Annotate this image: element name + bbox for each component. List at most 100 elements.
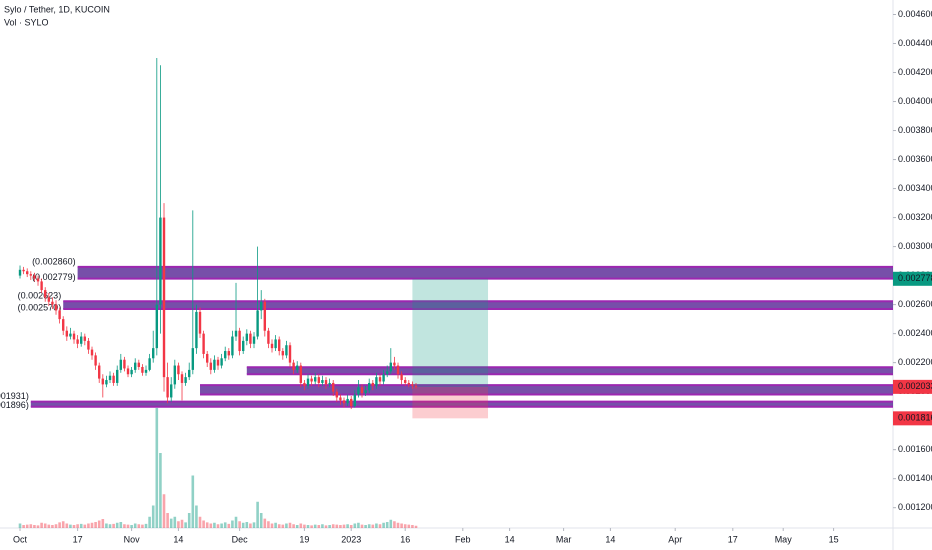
candle-body: [310, 378, 313, 382]
candle-body: [116, 369, 119, 383]
candle-body: [328, 382, 331, 385]
volume-bar: [313, 524, 317, 528]
y-tick-label: 0.003000: [898, 241, 932, 251]
volume-bar: [25, 524, 29, 528]
volume-bar: [411, 525, 414, 528]
volume-bar: [346, 524, 349, 528]
volume-bar: [119, 522, 123, 528]
candle-body: [364, 390, 367, 394]
candle-body: [98, 365, 101, 379]
zone-label: (0.001896): [0, 400, 29, 410]
x-tick-label: Dec: [232, 534, 249, 544]
volume-bar: [220, 523, 223, 528]
volume-bar: [148, 516, 151, 528]
candle-body: [180, 374, 184, 383]
volume-bar: [105, 523, 108, 528]
volume-bar: [22, 525, 25, 528]
candle-body: [58, 310, 61, 320]
candle-body: [152, 348, 155, 359]
x-tick-label: 16: [400, 534, 410, 544]
candle-body: [22, 269, 25, 272]
volume-bar: [342, 524, 346, 528]
volume-bar: [263, 518, 267, 528]
volume-bar: [90, 522, 94, 528]
candle-body: [339, 397, 342, 401]
candle-body: [227, 351, 231, 356]
candle-body: [393, 362, 396, 366]
volume-bar: [238, 521, 241, 528]
x-tick-label: 14: [173, 534, 183, 544]
zone-fill: [30, 401, 894, 407]
volume-bar: [94, 522, 97, 528]
chart-title: Sylo / Tether, 1D, KUCOIN: [4, 4, 110, 14]
candle-body: [224, 351, 227, 359]
candle-body: [260, 301, 263, 311]
volume-bar: [162, 494, 166, 528]
x-tick-label: Oct: [13, 534, 28, 544]
volume-bar: [18, 523, 22, 528]
candle-body: [94, 355, 97, 366]
volume-bar: [371, 524, 375, 528]
volume-bar: [191, 475, 195, 528]
volume-bar: [393, 521, 396, 528]
volume-bar: [65, 523, 69, 528]
candle-body: [303, 382, 306, 386]
candle-body: [26, 271, 29, 275]
candle-body: [144, 369, 148, 373]
candle-body: [137, 362, 141, 367]
y-tick-label: 0.004400: [898, 38, 932, 48]
volume-bar: [321, 524, 324, 528]
candle-body: [65, 330, 69, 337]
volume-bar: [357, 522, 360, 528]
price-label: 0.001816: [898, 413, 932, 423]
volume-bar: [108, 524, 112, 528]
candle-body: [119, 359, 123, 370]
volume-bar: [133, 523, 137, 528]
candle-body: [296, 365, 299, 370]
candle-body: [396, 365, 400, 375]
x-tick-label: May: [775, 534, 793, 544]
volume-bar: [375, 523, 378, 528]
volume-bar: [306, 525, 310, 528]
candle-body: [69, 333, 72, 337]
volume-bar: [76, 524, 79, 528]
volume-bar: [328, 525, 331, 528]
volume-bar: [184, 522, 187, 528]
candle-body: [80, 336, 83, 344]
candle-body: [386, 371, 389, 375]
volume-bar: [144, 523, 148, 528]
candle-body: [213, 359, 216, 370]
candle-body: [90, 349, 94, 356]
candle-body: [317, 377, 321, 383]
price-label-box: [893, 271, 932, 286]
candle-body: [249, 333, 252, 344]
zone-label: (0.002623): [18, 291, 62, 301]
volume-bar: [72, 525, 76, 528]
candle-body: [188, 369, 191, 378]
candle-body: [400, 374, 403, 381]
volume-bar: [299, 523, 303, 528]
volume-bar: [400, 523, 403, 528]
volume-bar: [47, 524, 51, 528]
candle-body: [36, 278, 40, 282]
candle-body: [335, 391, 339, 398]
price-label-box: [893, 411, 932, 426]
candle-body: [173, 365, 177, 385]
volume-bar: [288, 522, 292, 528]
volume-bar: [54, 524, 58, 528]
volume-bar: [101, 519, 105, 528]
candle-body: [299, 365, 303, 383]
volume-bar: [166, 513, 169, 528]
candle-body: [234, 330, 238, 337]
candle-body: [177, 365, 180, 375]
candle-body: [130, 369, 133, 375]
x-tick-label: Feb: [455, 534, 471, 544]
candle-body: [209, 362, 213, 370]
candle-body: [72, 333, 76, 340]
volume-bar: [353, 523, 357, 528]
candle-body: [108, 375, 112, 381]
candle-body: [184, 377, 187, 383]
volume-bar: [97, 520, 101, 528]
candle-body: [148, 358, 151, 370]
